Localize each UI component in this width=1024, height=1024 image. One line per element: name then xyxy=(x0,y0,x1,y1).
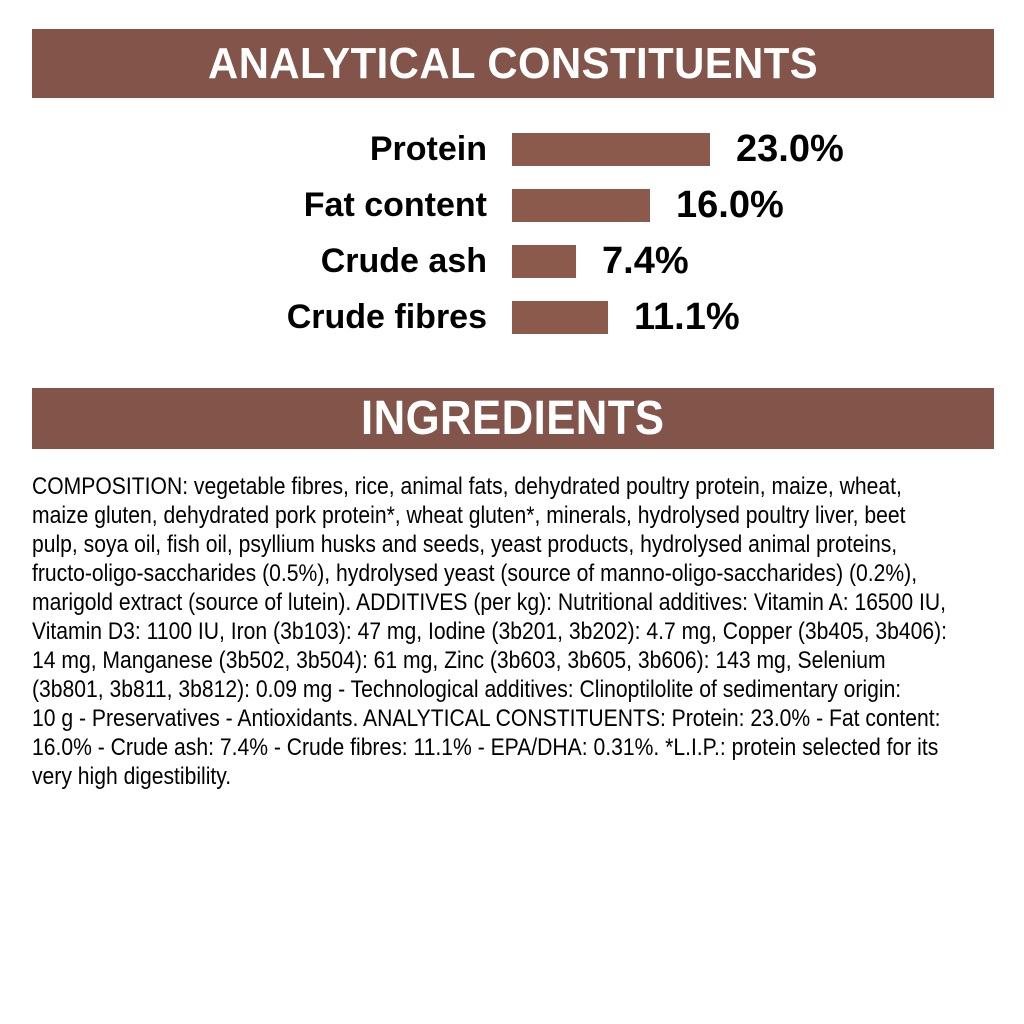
ingredients-text-line: very high digestibility. xyxy=(32,763,232,790)
chart-category-label: Crude ash xyxy=(320,242,487,280)
chart-bar xyxy=(512,133,710,166)
ingredients-text-line: marigold extract (source of lutein). ADD… xyxy=(32,589,947,616)
chart-row-fat-content: Fat content 16.0% xyxy=(32,184,994,226)
ingredients-text-line: 16.0% - Crude ash: 7.4% - Crude fibres: … xyxy=(32,734,939,761)
ingredients-text-line: 14 mg, Manganese (3b502, 3b504): 61 mg, … xyxy=(32,647,886,674)
ingredients-text-line: Vitamin D3: 1100 IU, Iron (3b103): 47 mg… xyxy=(32,618,947,645)
chart-bar xyxy=(512,301,608,334)
chart-value-label: 23.0% xyxy=(736,128,844,170)
ingredients-text-line: maize gluten, dehydrated pork protein*, … xyxy=(32,502,906,529)
ingredients-text-line: 10 g - Preservatives - Antioxidants. ANA… xyxy=(32,705,941,732)
ingredients-text-line: fructo-oligo-saccharides (0.5%), hydroly… xyxy=(32,560,918,587)
chart-bar xyxy=(512,189,650,222)
chart-row-crude-fibres: Crude fibres 11.1% xyxy=(32,296,994,338)
chart-row-crude-ash: Crude ash 7.4% xyxy=(32,240,994,282)
chart-value-label: 11.1% xyxy=(634,296,740,338)
ingredients-text-line: COMPOSITION: vegetable fibres, rice, ani… xyxy=(32,473,902,500)
chart-row-protein: Protein 23.0% xyxy=(32,128,994,170)
ingredients-paragraph: COMPOSITION: vegetable fibres, rice, ani… xyxy=(32,472,994,791)
chart-category-label: Fat content xyxy=(303,186,487,224)
chart-category-label: Protein xyxy=(369,130,487,168)
ingredients-title: INGREDIENTS xyxy=(361,392,665,445)
ingredients-text-line: (3b801, 3b811, 3b812): 0.09 mg - Technol… xyxy=(32,676,902,703)
chart-category-label: Crude fibres xyxy=(286,298,487,336)
analytical-constituents-title: ANALYTICAL CONSTITUENTS xyxy=(207,38,819,88)
analytical-constituents-banner: ANALYTICAL CONSTITUENTS xyxy=(32,29,994,98)
chart-value-label: 7.4% xyxy=(602,240,689,282)
ingredients-banner: INGREDIENTS xyxy=(32,388,994,449)
analytical-constituents-chart: Protein 23.0% Fat content 16.0% Crude ash 7.4… xyxy=(32,128,994,357)
chart-value-label: 16.0% xyxy=(676,184,784,226)
ingredients-text-line: pulp, soya oil, fish oil, psyllium husks… xyxy=(32,531,898,558)
chart-bar xyxy=(512,245,576,278)
